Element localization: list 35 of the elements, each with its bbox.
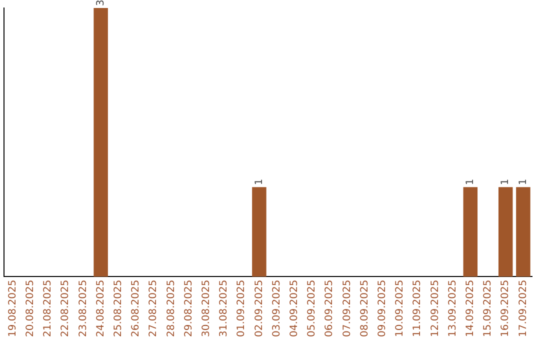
x-tick-label: 16.09.2025 xyxy=(500,280,512,338)
x-tick-label: 02.09.2025 xyxy=(254,280,265,338)
data-label: 1 xyxy=(464,178,476,186)
x-tick-label: 30.08.2025 xyxy=(200,280,212,338)
x-tick-label: 25.08.2025 xyxy=(112,280,124,338)
x-tick-label: 01.09.2025 xyxy=(236,280,248,338)
data-label: 1 xyxy=(254,178,265,186)
x-tick-label: 11.09.2025 xyxy=(412,280,424,338)
x-tick-label: 26.08.2025 xyxy=(130,280,142,338)
data-label: 1 xyxy=(518,178,529,186)
data-label: 1 xyxy=(500,178,512,186)
x-tick-label: 28.08.2025 xyxy=(166,280,177,338)
x-tick-label: 17.09.2025 xyxy=(518,280,529,338)
x-tick-label: 31.08.2025 xyxy=(218,280,230,338)
x-tick-label: 10.09.2025 xyxy=(394,280,406,338)
x-tick-label: 03.09.2025 xyxy=(271,280,282,338)
x-tick-label: 05.09.2025 xyxy=(306,280,318,338)
x-tick-label: 27.08.2025 xyxy=(148,280,160,338)
x-tick-label: 15.09.2025 xyxy=(482,280,494,338)
x-tick-label: 29.08.2025 xyxy=(183,280,194,338)
x-tick-label: 24.08.2025 xyxy=(95,280,106,338)
x-tick-label: 22.08.2025 xyxy=(60,280,72,338)
x-tick-label: 09.09.2025 xyxy=(376,280,388,338)
x-tick-label: 07.09.2025 xyxy=(342,280,353,338)
x-tick-label: 06.09.2025 xyxy=(324,280,336,338)
x-tick-label: 14.09.2025 xyxy=(464,280,476,338)
x-tick-label: 21.08.2025 xyxy=(42,280,54,338)
x-tick-label: 04.09.2025 xyxy=(288,280,300,338)
data-label: 3 xyxy=(95,0,106,6)
x-tick-label: 20.08.2025 xyxy=(24,280,36,338)
x-tick-label: 13.09.2025 xyxy=(447,280,458,338)
x-tick-label: 23.08.2025 xyxy=(78,280,89,338)
x-tick-label: 19.08.2025 xyxy=(7,280,18,338)
x-tick-label: 12.09.2025 xyxy=(430,280,441,338)
x-tick-label: 08.09.2025 xyxy=(359,280,370,338)
